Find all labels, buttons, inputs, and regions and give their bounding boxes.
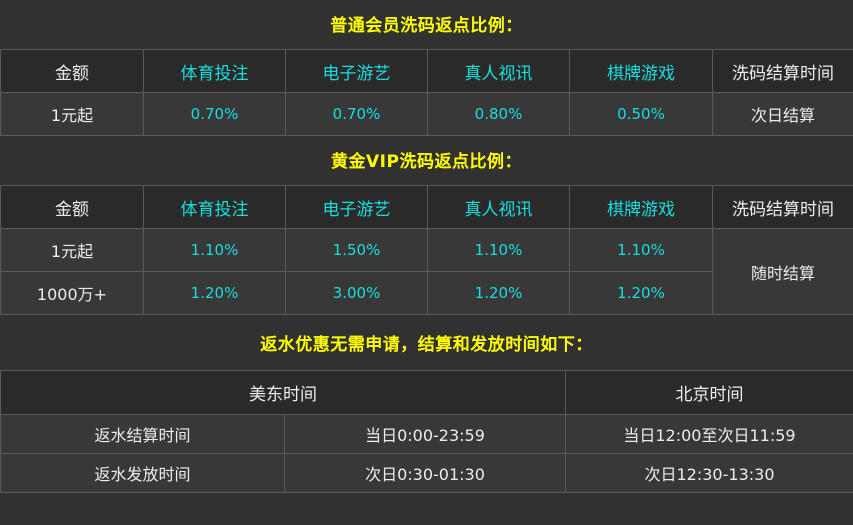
cell-cards-rate: 1.20%: [569, 271, 713, 315]
cell-row-label: 返水发放时间: [0, 453, 285, 493]
cell-eastern-time: 次日0:30-01:30: [284, 453, 566, 493]
table-row: 返水结算时间 当日0:00-23:59 当日12:00至次日11:59: [0, 414, 853, 454]
cell-sports-rate: 0.70%: [143, 92, 286, 136]
cell-amount: 1元起: [0, 228, 144, 272]
section-title-gold-vip: 黄金VIP洗码返点比例：: [331, 152, 522, 172]
cell-live-rate: 1.20%: [427, 271, 570, 315]
column-header-cards: 棋牌游戏: [569, 49, 713, 93]
column-header-amount: 金额: [0, 49, 144, 93]
cell-amount: 1000万+: [0, 271, 144, 315]
column-header-settlement-time: 洗码结算时间: [712, 49, 853, 93]
cell-amount: 1元起: [0, 92, 144, 136]
cell-slots-rate: 1.50%: [285, 228, 428, 272]
table-row: 1000万+ 1.20% 3.00% 1.20% 1.20%: [0, 271, 853, 315]
column-header-beijing-time: 北京时间: [565, 370, 853, 415]
cell-beijing-time: 次日12:30-13:30: [565, 453, 853, 493]
column-header-eastern-time: 美东时间: [0, 370, 566, 415]
cell-eastern-time: 当日0:00-23:59: [284, 414, 566, 454]
gold-vip-rebate-table: 金额 体育投注 电子游艺 真人视讯 棋牌游戏 洗码结算时间 1元起 1.10% …: [0, 185, 853, 315]
spacer-after-title-2: [0, 171, 853, 185]
cell-settlement-time-merged: 随时结算: [712, 228, 853, 315]
cell-sports-rate: 1.20%: [143, 271, 286, 315]
spacer-after-title-3: [0, 354, 853, 370]
cell-live-rate: 1.10%: [427, 228, 570, 272]
column-header-slots: 电子游艺: [285, 49, 428, 93]
cell-live-rate: 0.80%: [427, 92, 570, 136]
cell-cards-rate: 1.10%: [569, 228, 713, 272]
section-title-settlement-schedule: 返水优惠无需申请，结算和发放时间如下：: [260, 335, 593, 355]
column-header-sports: 体育投注: [143, 49, 286, 93]
cell-settlement-time: 次日结算: [712, 92, 853, 136]
table-header-row: 美东时间 北京时间: [0, 370, 853, 415]
cell-row-label: 返水结算时间: [0, 414, 285, 454]
cell-slots-rate: 3.00%: [285, 271, 428, 315]
normal-member-rebate-table: 金额 体育投注 电子游艺 真人视讯 棋牌游戏 洗码结算时间 1元起 0.70% …: [0, 49, 853, 136]
cell-slots-rate: 0.70%: [285, 92, 428, 136]
cell-beijing-time: 当日12:00至次日11:59: [565, 414, 853, 454]
column-header-cards: 棋牌游戏: [569, 185, 713, 229]
column-header-slots: 电子游艺: [285, 185, 428, 229]
column-header-settlement-time: 洗码结算时间: [712, 185, 853, 229]
column-header-sports: 体育投注: [143, 185, 286, 229]
cell-cards-rate: 0.50%: [569, 92, 713, 136]
column-header-live: 真人视讯: [427, 49, 570, 93]
settlement-schedule-table: 美东时间 北京时间 返水结算时间 当日0:00-23:59 当日12:00至次日…: [0, 370, 853, 493]
table-row: 返水发放时间 次日0:30-01:30 次日12:30-13:30: [0, 453, 853, 493]
table-header-row: 金额 体育投注 电子游艺 真人视讯 棋牌游戏 洗码结算时间: [0, 185, 853, 229]
table-row: 1元起 1.10% 1.50% 1.10% 1.10% 随时结算: [0, 228, 853, 315]
column-header-live: 真人视讯: [427, 185, 570, 229]
table-row: 1元起 0.70% 0.70% 0.80% 0.50% 次日结算: [0, 92, 853, 136]
cell-sports-rate: 1.10%: [143, 228, 286, 272]
table-header-row: 金额 体育投注 电子游艺 真人视讯 棋牌游戏 洗码结算时间: [0, 49, 853, 93]
spacer-after-title-1: [0, 35, 853, 49]
section-title-normal-member: 普通会员洗码返点比例：: [330, 16, 523, 36]
column-header-amount: 金额: [0, 185, 144, 229]
